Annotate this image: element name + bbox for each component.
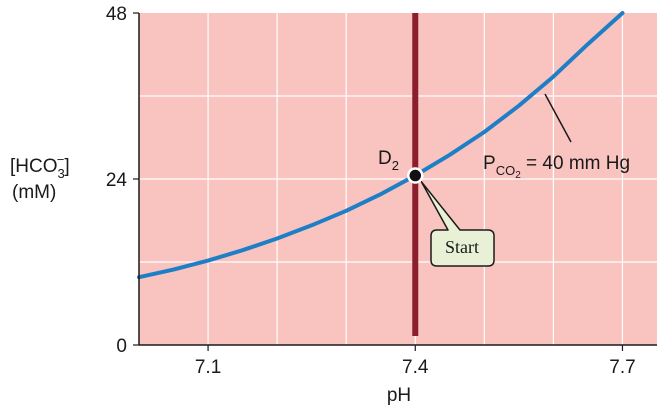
point-d2-marker xyxy=(407,167,424,184)
y-tick-label: 0 xyxy=(116,336,127,357)
pco2-isobar-curve xyxy=(137,11,625,280)
x-axis-ticks: 7.1 7.4 7.7 xyxy=(195,345,636,378)
start-callout xyxy=(420,180,495,267)
y-axis-ticks: 0 24 48 xyxy=(106,4,139,357)
curve-label: PCO2 = 40 mm Hg xyxy=(483,153,630,181)
y-axis-unit: (mM) xyxy=(12,182,56,203)
curve-label-leader xyxy=(544,93,572,143)
y-tick-label: 24 xyxy=(106,170,128,191)
y-tick-label: 48 xyxy=(106,4,127,25)
x-tick-label: 7.1 xyxy=(195,357,221,378)
y-axis-label: [HCO3−] xyxy=(10,152,70,181)
x-tick-label: 7.7 xyxy=(609,357,635,378)
x-tick-label: 7.4 xyxy=(402,357,429,378)
x-axis-label: pH xyxy=(387,385,411,406)
grid-lines xyxy=(139,13,657,345)
point-label-d2: D2 xyxy=(378,148,399,173)
start-callout-text: Start xyxy=(445,237,479,257)
